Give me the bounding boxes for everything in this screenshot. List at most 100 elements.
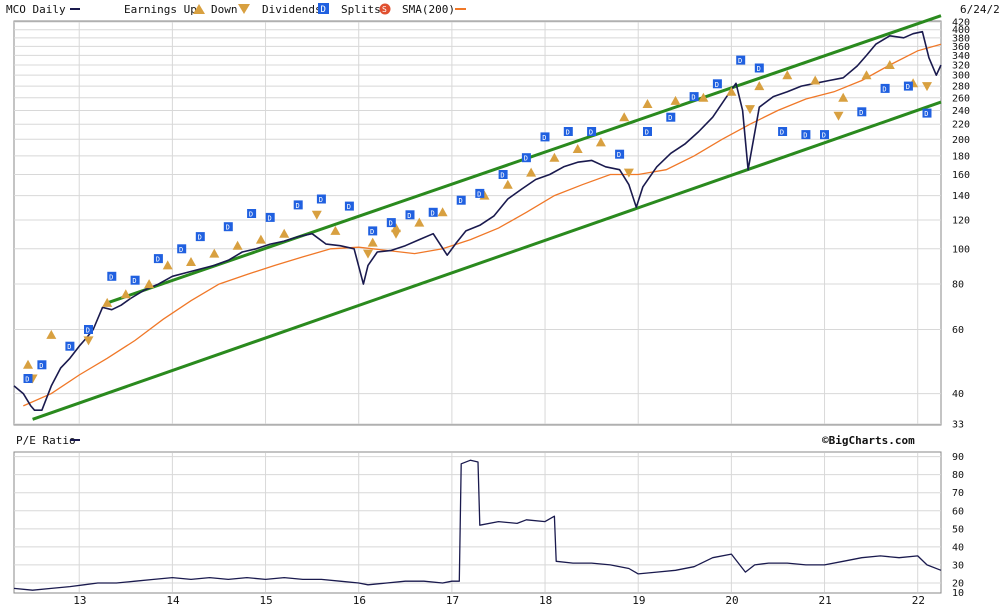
pe-swatch (70, 439, 80, 441)
earnings-down-marker (391, 229, 401, 239)
price-y-tick-label: 33 (952, 420, 964, 431)
legend-date: 6/24/22 (960, 3, 1000, 16)
pe-title: P/E Ratio (16, 434, 76, 447)
svg-text:D: D (859, 109, 863, 117)
price-y-tick-label: 400 (952, 25, 970, 36)
earnings-up-marker (209, 248, 220, 258)
svg-text:D: D (617, 151, 621, 159)
legend-symbol: MCO Daily (6, 3, 66, 16)
svg-text:D: D (780, 129, 784, 137)
price-y-tick-label: 300 (952, 71, 970, 82)
dividend-marker: D (689, 92, 699, 102)
pe-y-tick-label: 40 (952, 542, 964, 553)
dividend-marker: D (754, 63, 764, 73)
svg-text:D: D (407, 212, 411, 220)
svg-text:D: D (389, 220, 393, 228)
svg-text:S: S (382, 5, 387, 14)
dividend-marker: D (587, 127, 597, 137)
x-tick-label: 19 (632, 594, 645, 607)
dividend-marker: D (107, 271, 117, 281)
earnings-down-marker (311, 210, 322, 220)
price-y-tick-label: 200 (952, 135, 970, 146)
dividend-marker: D (456, 195, 466, 205)
earnings-up-icon (193, 4, 205, 14)
svg-text:D: D (67, 343, 71, 351)
svg-text:D: D (132, 277, 136, 285)
price-y-tick-label: 360 (952, 42, 970, 53)
earnings-up-marker (414, 217, 425, 227)
price-y-tick-label: 40 (952, 389, 964, 400)
dividend-marker: D (666, 112, 676, 122)
earnings-up-marker (619, 112, 630, 122)
price-y-tick-label: 320 (952, 60, 970, 71)
dividend-marker: D (428, 207, 438, 217)
pe-y-tick-label: 50 (952, 524, 964, 535)
svg-text:D: D (296, 202, 300, 210)
pe-plot (13, 459, 942, 591)
x-tick-label: 21 (819, 594, 832, 607)
dividend-marker: D (316, 194, 326, 204)
price-plot: D D D D D D D D D D D D D D D D D D D D D D D D D D D D D D D D D D D D D D D D (13, 14, 942, 421)
earnings-up-marker (549, 152, 560, 162)
earnings-down-marker (833, 111, 844, 121)
earnings-up-marker (23, 359, 33, 369)
earnings-up-marker (726, 86, 737, 96)
earnings-up-marker (232, 240, 243, 250)
dividend-marker: D (778, 127, 788, 137)
dividend-marker: D (922, 108, 932, 118)
svg-text:D: D (906, 83, 910, 91)
svg-text:D: D (691, 94, 695, 102)
svg-text:D: D (924, 110, 928, 118)
dividend-marker: D (153, 254, 163, 264)
earnings-up-marker (46, 329, 57, 339)
x-tick-label: 16 (353, 594, 366, 607)
svg-text:D: D (109, 273, 113, 281)
earnings-up-marker (102, 297, 113, 307)
earnings-down-icon (238, 4, 250, 14)
x-tick-label: 14 (166, 594, 180, 607)
dividend-marker: D (475, 188, 485, 198)
sma-line (23, 43, 942, 407)
earnings-up-marker (670, 95, 681, 105)
legend-dividends: Dividends (262, 3, 322, 16)
earnings-down-marker (623, 168, 634, 178)
earnings-up-marker (572, 144, 583, 153)
earnings-up-marker (279, 228, 290, 238)
legend-sma-swatch (455, 8, 466, 10)
dividend-marker: D (405, 210, 415, 220)
svg-text:D: D (738, 57, 742, 65)
earnings-up-marker (186, 257, 196, 266)
dividend-marker: D (521, 153, 531, 163)
svg-text:D: D (431, 209, 435, 217)
price-y-tick-label: 220 (952, 120, 970, 131)
dividend-marker: D (23, 374, 33, 384)
earnings-up-marker (502, 179, 513, 189)
legend-sma: SMA(200) (402, 3, 455, 16)
svg-text:D: D (882, 85, 886, 93)
dividend-marker: D (130, 275, 140, 285)
earnings-up-marker (120, 289, 131, 299)
svg-text:D: D (757, 65, 761, 73)
dividend-marker: D (903, 81, 913, 91)
earnings-up-marker (782, 70, 793, 80)
svg-text:D: D (319, 196, 323, 204)
dividend-marker: D (563, 127, 573, 137)
dividend-icon: D (318, 3, 329, 15)
dividend-marker: D (712, 79, 722, 89)
x-tick-label: 17 (446, 594, 459, 607)
svg-text:D: D (226, 224, 230, 232)
earnings-up-marker (144, 279, 155, 289)
legend: MCO Daily Earnings Up Down Dividends D S… (6, 3, 1000, 16)
dividend-marker: D (37, 360, 47, 370)
dividend-marker: D (195, 232, 205, 242)
svg-text:D: D (25, 376, 29, 384)
svg-text:D: D (524, 155, 528, 163)
svg-text:D: D (589, 129, 593, 137)
x-tick-label: 15 (260, 594, 273, 607)
earnings-up-marker (330, 225, 341, 235)
svg-text:D: D (370, 228, 374, 236)
earnings-down-marker (363, 249, 373, 259)
